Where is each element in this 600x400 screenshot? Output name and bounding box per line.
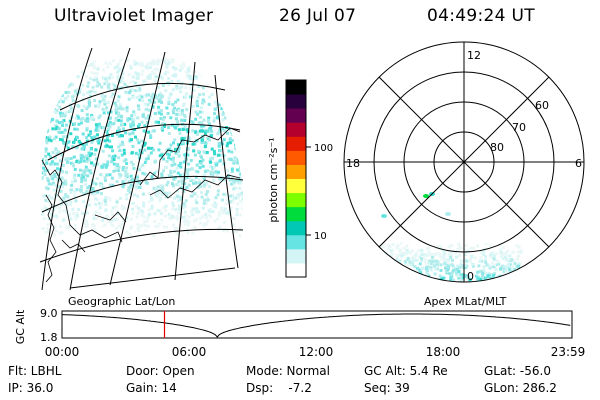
colorbar-tick-label-100: 100 — [314, 143, 333, 154]
altitude-tick-9: 9.0 — [40, 307, 58, 320]
mode-info: Mode: Normal — [246, 364, 330, 378]
mlt-label-12: 12 — [467, 49, 481, 62]
door-info: Door: Open — [126, 364, 195, 378]
colorbar-cell — [286, 80, 306, 95]
colorbar-cell — [286, 150, 306, 165]
gc-alt-info: GC Alt: 5.4 Re — [364, 364, 448, 378]
altitude-tick-1-8: 1.8 — [40, 331, 58, 344]
altitude-frame — [61, 310, 573, 339]
altitude-curve — [61, 313, 571, 338]
lat-label-80: 80 — [490, 141, 504, 154]
x-tick-2359: 23:59 — [551, 345, 586, 359]
mlt-label-0: 0 — [467, 270, 474, 283]
dsp-info: Dsp: -7.2 — [246, 381, 312, 395]
x-tick-1800: 18:00 — [426, 345, 461, 359]
polar-labels: 12 18 6 0 60 70 80 — [346, 49, 582, 283]
colorbar: 100 10 photon cm⁻²s⁻¹ — [267, 79, 333, 278]
ip-info: IP: 36.0 — [8, 381, 54, 395]
coastline — [41, 127, 241, 283]
colorbar-cell — [286, 248, 306, 264]
lat-label-60: 60 — [535, 99, 549, 112]
colorbar-cell — [286, 108, 306, 123]
colorbar-cell — [286, 234, 306, 250]
colorbar-cell — [286, 122, 306, 137]
colorbar-unit-label: photon cm⁻²s⁻¹ — [267, 137, 280, 222]
polar-grid — [343, 41, 585, 283]
altitude-plot: 9.0 1.8 GC Alt 00:00 06:00 12:00 18:00 2… — [14, 307, 585, 359]
altitude-ylabel: GC Alt — [14, 309, 27, 344]
colorbar-cell — [286, 206, 306, 222]
glat-info: GLat: -56.0 — [484, 364, 551, 378]
filter-info: Flt: LBHL — [8, 364, 62, 378]
colorbar-cell — [286, 94, 306, 109]
apex-label: Apex MLat/MLT — [424, 295, 507, 308]
x-tick-1200: 12:00 — [299, 345, 334, 359]
colorbar-tick-label-10: 10 — [314, 231, 327, 242]
geographic-grid — [39, 47, 244, 291]
mlt-label-6: 6 — [575, 157, 582, 170]
x-tick-0600: 06:00 — [172, 345, 207, 359]
glon-info: GLon: 286.2 — [484, 381, 557, 395]
aurora-emission-right — [380, 192, 523, 282]
colorbar-cell — [286, 164, 306, 179]
lat-label-70: 70 — [512, 121, 526, 134]
colorbar-gradient — [286, 80, 306, 278]
gain-info: Gain: 14 — [126, 381, 177, 395]
colorbar-frame — [285, 79, 307, 278]
geographic-map — [39, 47, 244, 291]
colorbar-cell — [286, 136, 306, 151]
date-label: 26 Jul 07 — [279, 6, 357, 26]
mlt-label-18: 18 — [346, 157, 360, 170]
colorbar-cell — [286, 220, 306, 236]
geographic-label: Geographic Lat/Lon — [68, 295, 175, 308]
seq-info: Seq: 39 — [364, 381, 410, 395]
colorbar-cell — [286, 178, 306, 194]
colorbar-cell — [286, 192, 306, 208]
x-tick-0000: 00:00 — [45, 345, 80, 359]
altitude-x-ticks: 00:00 06:00 12:00 18:00 23:59 — [45, 345, 586, 359]
polar-plot: 12 18 6 0 60 70 80 — [343, 41, 585, 283]
colorbar-cell — [286, 262, 306, 278]
time-label: 04:49:24 UT — [427, 6, 535, 26]
instrument-title: Ultraviolet Imager — [54, 6, 214, 26]
